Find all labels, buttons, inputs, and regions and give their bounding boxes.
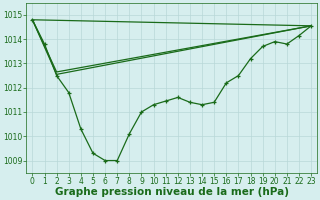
- X-axis label: Graphe pression niveau de la mer (hPa): Graphe pression niveau de la mer (hPa): [55, 187, 289, 197]
